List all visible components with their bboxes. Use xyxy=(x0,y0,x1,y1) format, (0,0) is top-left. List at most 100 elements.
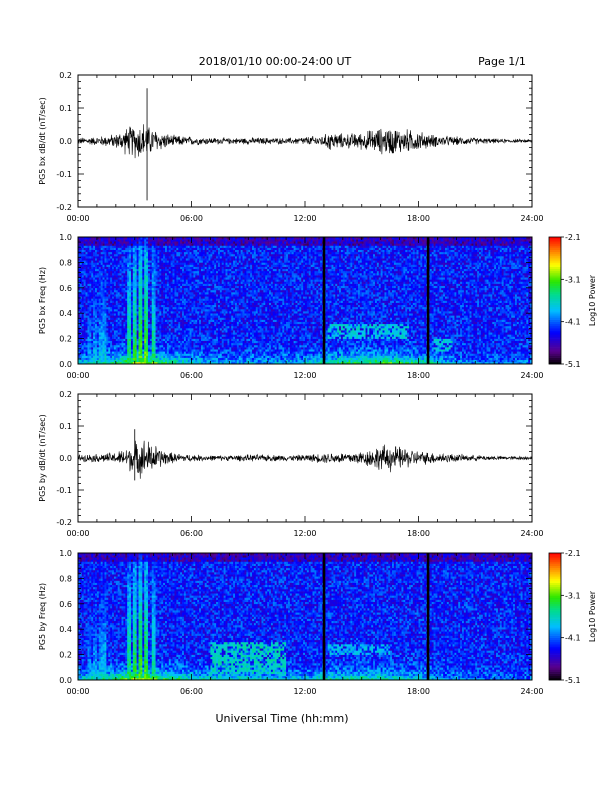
spectrogram-cell xyxy=(95,311,97,313)
spectrogram-cell xyxy=(110,248,112,250)
spectrogram-cell xyxy=(114,351,116,353)
spectrogram-cell xyxy=(80,265,82,267)
spectrogram-cell xyxy=(112,298,114,300)
spectrogram-cell xyxy=(106,290,108,292)
spectrogram-cell xyxy=(104,360,106,362)
spectrogram-cell xyxy=(82,254,84,256)
spectrogram-cell xyxy=(95,298,97,300)
spectrogram-cell xyxy=(87,265,89,267)
spectrogram-cell xyxy=(110,267,112,269)
spectrogram-cell xyxy=(99,326,101,328)
spectrogram-cell xyxy=(108,315,110,317)
spectrogram-cell xyxy=(104,356,106,358)
spectrogram-cell xyxy=(97,292,99,294)
spectrogram-cell xyxy=(93,241,95,243)
spectrogram-cell xyxy=(104,288,106,290)
spectrogram-cell xyxy=(99,360,101,362)
spectrogram-cell xyxy=(106,281,108,283)
spectrogram-cell xyxy=(112,239,114,241)
spectrogram-cell xyxy=(120,275,122,277)
spectrogram-cell xyxy=(91,277,93,279)
spectrogram-cell xyxy=(103,356,105,358)
spectrogram-cell xyxy=(89,353,91,355)
spectrogram-cell xyxy=(91,343,93,345)
spectrogram-cell xyxy=(89,269,91,271)
spectrogram-cell xyxy=(108,339,110,341)
spectrogram-cell xyxy=(82,358,84,360)
spectrogram-cell xyxy=(84,356,86,358)
spectrogram-cell xyxy=(99,328,101,330)
spectrogram-cell xyxy=(103,320,105,322)
spectrogram-cell xyxy=(110,334,112,336)
spectrogram-cell xyxy=(87,353,89,355)
spectrogram-cell xyxy=(118,309,120,311)
spectrogram-cell xyxy=(116,284,118,286)
spectrogram-cell xyxy=(93,349,95,351)
spectrogram-cell xyxy=(118,239,120,241)
spectrogram-cell xyxy=(118,277,120,279)
spectrogram-cell xyxy=(86,339,88,341)
spectrogram-cell xyxy=(95,294,97,296)
spectrogram-cell xyxy=(93,277,95,279)
spectrogram-cell xyxy=(118,298,120,300)
spectrogram-cell xyxy=(104,315,106,317)
spectrogram-cell xyxy=(112,256,114,258)
spectrogram-cell xyxy=(80,243,82,245)
spectrogram-cell xyxy=(116,351,118,353)
spectrogram-cell xyxy=(97,305,99,307)
spectrogram-cell xyxy=(87,328,89,330)
spectrogram-cell xyxy=(103,288,105,290)
spectrogram-cell xyxy=(93,275,95,277)
spectrogram-cell xyxy=(101,322,103,324)
spectrogram-cell xyxy=(101,281,103,283)
spectrogram-cell xyxy=(99,345,101,347)
spectrogram-cell xyxy=(95,256,97,258)
spectrogram-cell xyxy=(118,330,120,332)
spectrogram-cell xyxy=(95,320,97,322)
spectrogram-cell xyxy=(108,347,110,349)
spectrogram-cell xyxy=(114,241,116,243)
spectrogram-cell xyxy=(123,360,125,362)
spectrogram-cell xyxy=(97,258,99,260)
spectrogram-cell xyxy=(101,277,103,279)
spectrogram-cell xyxy=(108,256,110,258)
spectrogram-cell xyxy=(112,273,114,275)
spectrogram-cell xyxy=(114,324,116,326)
spectrogram-cell xyxy=(80,351,82,353)
spectrogram-cell xyxy=(87,349,89,351)
spectrogram-cell xyxy=(84,349,86,351)
spectrogram-cell xyxy=(118,250,120,252)
spectrogram-cell xyxy=(97,347,99,349)
spectrogram-cell xyxy=(103,248,105,250)
spectrogram-cell xyxy=(87,256,89,258)
spectrogram-cell xyxy=(104,324,106,326)
spectrogram-cell xyxy=(118,322,120,324)
spectrogram-cell xyxy=(116,296,118,298)
spectrogram-cell xyxy=(110,303,112,305)
spectrogram-cell xyxy=(82,341,84,343)
spectrogram-cell xyxy=(120,254,122,256)
spectrogram-cell xyxy=(93,292,95,294)
spectrogram-cell xyxy=(82,294,84,296)
spectrogram-cell xyxy=(120,315,122,317)
spectrogram-cell xyxy=(87,239,89,241)
spectrogram-cell xyxy=(110,294,112,296)
spectrogram-cell xyxy=(84,243,86,245)
spectrogram-cell xyxy=(104,358,106,360)
spectrogram-cell xyxy=(116,305,118,307)
spectrogram-cell xyxy=(87,347,89,349)
spectrogram-cell xyxy=(89,252,91,254)
spectrogram-cell xyxy=(106,279,108,281)
spectrogram-cell xyxy=(118,356,120,358)
spectrogram-cell xyxy=(93,267,95,269)
spectrogram-cell xyxy=(91,281,93,283)
spectrogram-cell xyxy=(122,343,124,345)
spectrogram-cell xyxy=(87,320,89,322)
spectrogram-cell xyxy=(114,243,116,245)
spectrogram-cell xyxy=(80,305,82,307)
spectrogram-cell xyxy=(97,294,99,296)
spectrogram-cell xyxy=(95,345,97,347)
spectrogram-cell xyxy=(86,294,88,296)
spectrogram-cell xyxy=(104,241,106,243)
spectrogram-cell xyxy=(82,296,84,298)
